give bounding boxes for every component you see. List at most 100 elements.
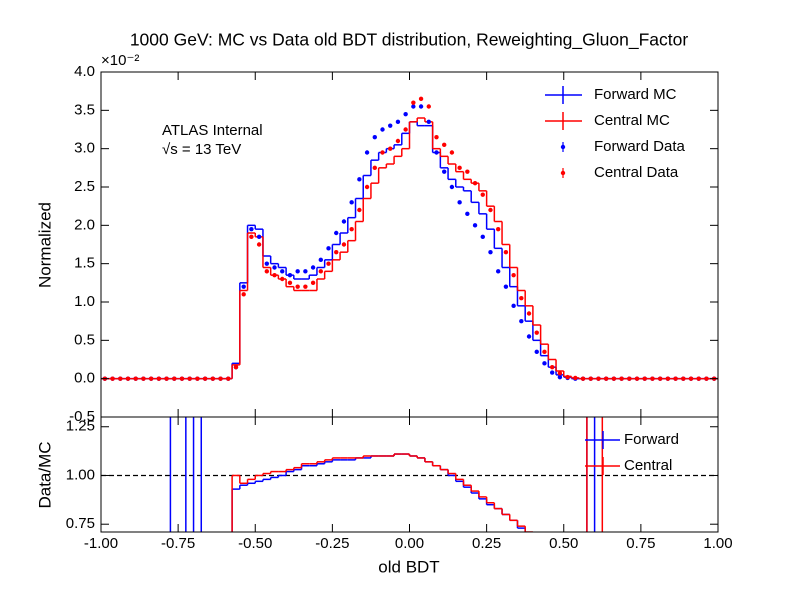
y-axis-label: Normalized — [35, 202, 54, 288]
data-point — [418, 96, 424, 102]
data-point — [526, 334, 532, 339]
data-point — [472, 180, 478, 186]
data-point — [210, 376, 216, 381]
data-point — [395, 138, 401, 144]
data-point — [326, 246, 331, 251]
data-point — [133, 376, 138, 381]
x-tick-label: 0.25 — [472, 535, 501, 552]
data-point — [249, 226, 254, 232]
data-point — [241, 284, 246, 289]
data-point — [303, 269, 308, 274]
data-point — [380, 150, 385, 155]
data-point — [449, 150, 455, 155]
data-point — [480, 192, 485, 197]
x-tick-label: 0.75 — [626, 535, 655, 552]
axes-frame — [100, 416, 719, 533]
data-point — [372, 165, 377, 171]
legend-label: Central — [624, 457, 672, 474]
legend-label: Central MC — [594, 112, 670, 129]
data-point — [156, 376, 162, 381]
data-point — [388, 123, 393, 128]
data-point — [403, 127, 408, 132]
data-point — [542, 361, 547, 366]
y-tick-label: 2.5 — [74, 178, 95, 195]
data-point — [179, 376, 185, 381]
data-point — [295, 284, 300, 289]
data-point — [603, 376, 609, 381]
data-point — [634, 376, 640, 381]
data-point — [642, 376, 647, 381]
data-point — [580, 376, 586, 381]
data-point — [341, 219, 347, 224]
data-point — [488, 207, 493, 213]
data-point — [264, 269, 270, 274]
data-point — [357, 177, 362, 182]
data-point — [665, 376, 671, 381]
data-point — [511, 272, 516, 278]
data-point — [318, 269, 324, 274]
main-plot — [101, 96, 718, 381]
data-point — [503, 284, 509, 289]
data-point — [588, 376, 593, 381]
data-point — [657, 376, 663, 381]
data-point — [611, 376, 617, 381]
x-tick-label: -0.25 — [315, 535, 349, 552]
data-point — [411, 104, 416, 109]
data-point — [704, 376, 709, 381]
data-point — [549, 364, 555, 370]
data-point — [364, 150, 370, 155]
frames — [100, 71, 719, 533]
data-point — [542, 349, 547, 355]
data-point — [449, 184, 455, 190]
y-tick-label: 1.00 — [66, 466, 95, 483]
data-point — [172, 376, 177, 381]
data-point — [218, 376, 223, 381]
data-point — [226, 376, 231, 381]
data-point — [357, 207, 362, 213]
data-point — [442, 169, 447, 174]
data-point — [403, 111, 408, 117]
data-point — [457, 200, 462, 205]
x-tick-label: 0.50 — [549, 535, 578, 552]
data-point — [164, 376, 169, 381]
data-point — [125, 376, 131, 381]
data-point — [519, 318, 524, 324]
y-tick-label: 0.0 — [74, 370, 95, 387]
annotation: ATLAS Internal — [162, 122, 263, 139]
data-point — [303, 284, 308, 289]
data-point — [418, 104, 424, 109]
offset-label: ×10⁻² — [101, 52, 139, 69]
data-point — [118, 376, 123, 381]
data-point — [349, 226, 354, 232]
data-point — [341, 242, 347, 247]
data-point — [673, 376, 678, 381]
y-tick-label: 1.5 — [74, 255, 95, 272]
data-point — [457, 165, 462, 171]
data-point — [287, 280, 293, 286]
legend-label: Forward — [624, 431, 679, 448]
data-point — [519, 295, 524, 301]
data-point — [472, 223, 478, 228]
data-point — [557, 371, 563, 376]
data-point — [465, 169, 470, 174]
data-point — [187, 376, 192, 381]
ratio-plot — [101, 417, 718, 532]
y-tick-label: -0.5 — [69, 408, 95, 425]
data-point — [557, 374, 563, 380]
y-tick-label: 4.0 — [74, 63, 95, 80]
data-point — [295, 269, 300, 274]
data-point — [526, 311, 532, 316]
data-point — [503, 249, 509, 255]
data-point — [202, 376, 208, 381]
data-point — [195, 376, 200, 381]
data-point — [681, 376, 686, 381]
data-point — [619, 376, 624, 381]
data-point — [411, 100, 416, 105]
data-point — [280, 269, 285, 274]
legend-label: Forward MC — [594, 86, 677, 103]
data-point — [326, 261, 331, 266]
data-point — [287, 272, 293, 278]
data-point — [148, 376, 154, 381]
data-point — [310, 265, 316, 270]
data-point — [233, 364, 239, 370]
